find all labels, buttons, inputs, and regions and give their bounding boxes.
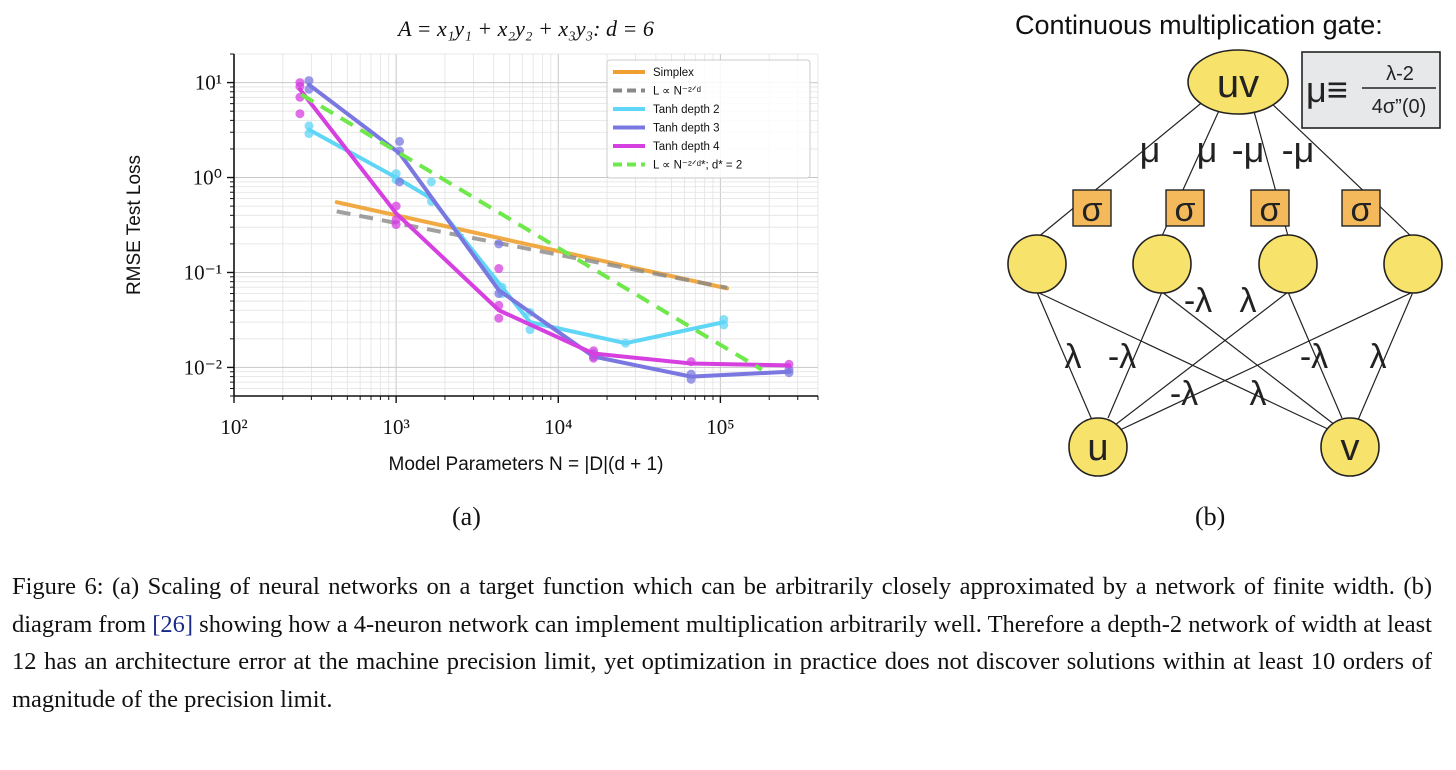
figure-caption: Figure 6: (a) Scaling of neural networks… [12,568,1432,718]
legend-label-0: Simplex [653,67,694,79]
data-point-3 [304,76,314,86]
series-line-1 [336,209,728,290]
data-point-4 [589,353,599,363]
output-node-label: uv [1217,62,1259,106]
chart-title: A = x₁y₁ + x₂y₂ + x₃y₃: d = 6 [396,16,654,41]
data-point-4 [494,300,504,310]
panel-b-label: (b) [1195,502,1226,531]
sigma-label-3: σ [1260,191,1281,229]
multiplication-gate-diagram: uv μ≡ λ-2 4σ”(0) μ μ -μ -μ σ σ σ σ λ -λ … [1007,49,1443,477]
data-point-4 [295,81,305,91]
chart-axes: 10² 10³ 10⁴ 10⁵ 10¹ 10⁰ 10⁻¹ 10⁻² [184,53,819,439]
x-tick-label: 10² [220,415,247,439]
legend-label-5: L ∝ N⁻²ᐟᵈ*; d* = 2 [653,160,742,172]
weight-mu-1: μ [1140,129,1161,170]
chart-legend: Simplex L ∝ N⁻²ᐟᵈ Tanh depth 2 Tanh depth 3… [606,59,811,179]
weight-lambda-4: λ [1250,375,1267,413]
hidden-neurons [1007,234,1443,294]
diagram-title: Continuous multiplication gate: [1015,10,1383,40]
data-point-3 [494,239,504,249]
data-point-2 [719,320,729,330]
sigma-activations: σ σ σ σ [1072,189,1381,229]
panel-a-label: (a) [452,502,481,531]
x-tick-label: 10³ [382,415,409,439]
data-point-4 [589,346,599,356]
weight-lambda-1: λ [1065,338,1082,376]
y-tick-label: 10¹ [195,71,222,95]
y-tick-label: 10⁻¹ [184,260,222,284]
input-node-v: v [1320,417,1380,477]
citation-link[interactable]: [26] [152,610,194,638]
weight-lambda-2: λ [1240,282,1257,320]
x-tick-label: 10⁵ [706,415,734,439]
mu-symbol: μ≡ [1306,69,1348,110]
weight-neg-lambda-1: -λ [1108,338,1136,376]
y-tick-label: 10⁻² [184,355,222,379]
mu-denominator: 4σ”(0) [1372,96,1427,118]
data-point-3 [494,289,504,299]
legend-label-2: Tanh depth 2 [653,104,720,116]
input-node-v-label: v [1341,427,1360,469]
legend-label-4: Tanh depth 4 [653,141,720,153]
output-node: uv [1187,49,1289,115]
legend-label-3: Tanh depth 3 [653,123,720,135]
data-point-4 [494,313,504,323]
data-point-4 [494,264,504,274]
input-node-u: u [1068,417,1128,477]
sigma-label-4: σ [1351,191,1372,229]
y-tick-label: 10⁰ [193,166,222,190]
weight-neg-mu-2: -μ [1282,129,1315,170]
sigma-label-1: σ [1082,191,1103,229]
weight-mu-2: μ [1197,129,1218,170]
caption-prefix: Figure 6: [12,573,104,600]
data-point-4 [391,220,401,230]
chart-series [295,76,794,384]
data-point-2 [426,177,436,187]
weight-lambda-3: λ [1370,338,1387,376]
data-point-3 [304,84,314,94]
legend-box [606,59,811,179]
data-point-3 [686,374,696,384]
caption-text-part-2: showing how a 4-neuron network can imple… [12,610,1432,713]
data-point-4 [784,359,794,369]
weight-neg-lambda-4: -λ [1170,375,1198,413]
scaling-chart: 10² 10³ 10⁴ 10⁵ 10¹ 10⁰ 10⁻¹ 10⁻² A = x₁y₁ + x₂… [124,16,819,475]
data-point-2 [304,129,314,139]
lower-edges [1036,291,1414,431]
x-axis-label: Model Parameters N = |D|(d + 1) [389,454,664,475]
caption-text-part-1: (a) Scaling of neural networks on a targ… [12,573,1432,638]
data-point-2 [621,338,631,348]
weight-neg-lambda-2: -λ [1184,282,1212,320]
sigma-label-2: σ [1175,191,1196,229]
series-line-5 [300,92,763,372]
data-point-4 [391,201,401,211]
data-point-3 [395,177,405,187]
mu-definition-box: μ≡ λ-2 4σ”(0) [1301,51,1441,129]
data-point-4 [686,357,696,367]
data-point-2 [304,121,314,131]
legend-label-1: L ∝ N⁻²ᐟᵈ [653,86,701,98]
x-tick-label: 10⁴ [544,415,572,439]
weight-neg-lambda-3: -λ [1300,338,1328,376]
data-point-4 [295,109,305,119]
series-line-4 [297,87,792,368]
data-point-3 [395,136,405,146]
data-point-3 [784,368,794,378]
input-node-u-label: u [1087,427,1108,469]
weight-neg-mu-1: -μ [1232,129,1265,170]
mu-numerator: λ-2 [1386,63,1414,85]
y-axis-label: RMSE Test Loss [124,155,145,295]
